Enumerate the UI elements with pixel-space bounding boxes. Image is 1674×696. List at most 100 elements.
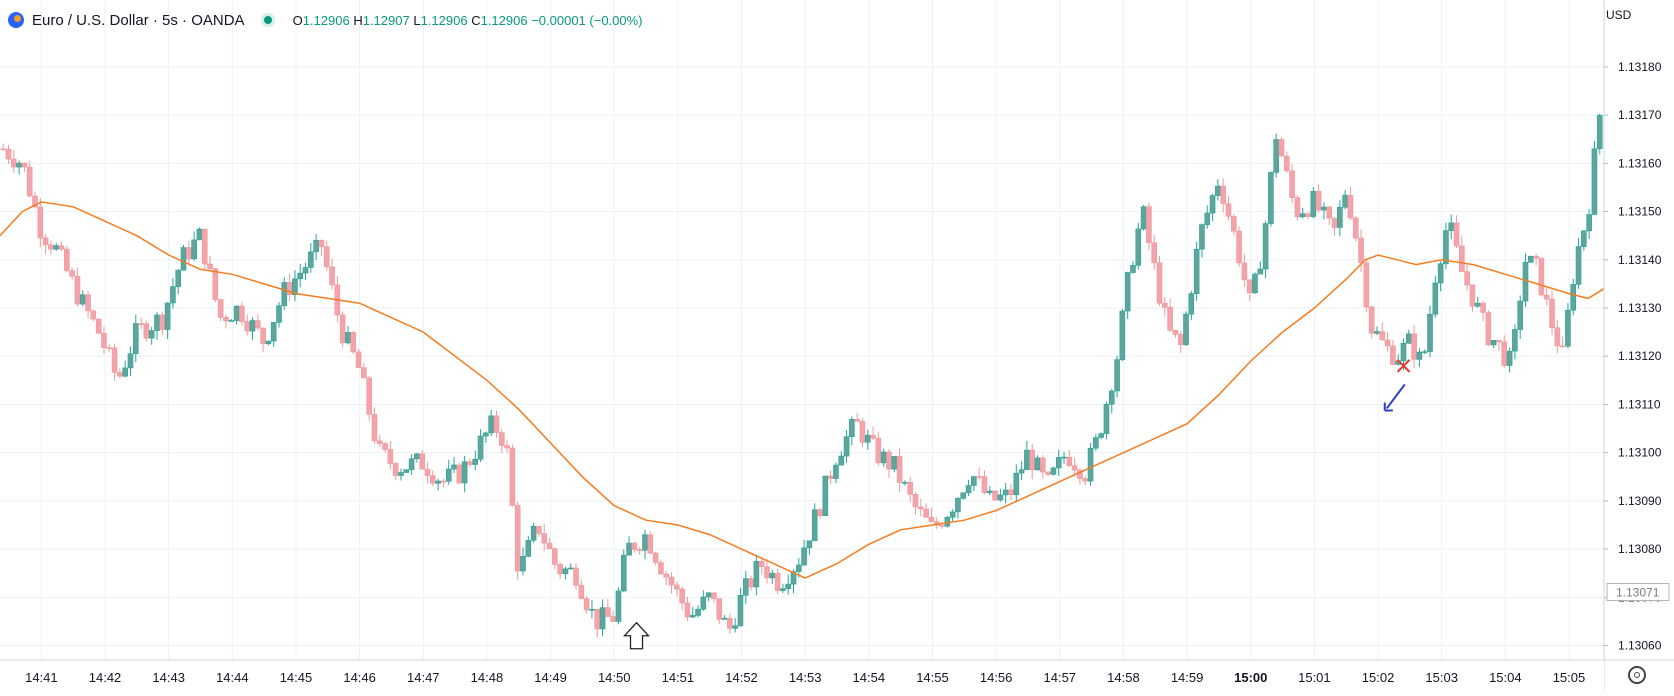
candle-body[interactable]	[1581, 230, 1587, 247]
candle-body[interactable]	[132, 323, 139, 355]
candle-body[interactable]	[864, 434, 871, 443]
candle-body[interactable]	[451, 464, 457, 470]
candle-body[interactable]	[583, 598, 590, 611]
candle-body[interactable]	[1538, 257, 1545, 296]
candle-body[interactable]	[1018, 469, 1025, 474]
candle-body[interactable]	[376, 440, 383, 444]
candle-body[interactable]	[1400, 343, 1407, 362]
candle-body[interactable]	[1034, 457, 1041, 471]
candle-body[interactable]	[912, 494, 919, 508]
candle-body[interactable]	[244, 321, 250, 332]
candle-body[interactable]	[42, 237, 49, 246]
candle-body[interactable]	[610, 616, 616, 622]
currency-button[interactable]: USD	[1606, 8, 1632, 22]
candle-body[interactable]	[849, 419, 855, 437]
candle-body[interactable]	[700, 596, 707, 610]
candle-body[interactable]	[514, 505, 521, 572]
candle-body[interactable]	[106, 347, 113, 349]
candle-body[interactable]	[74, 276, 81, 305]
candle-body[interactable]	[1474, 302, 1481, 307]
candle-body[interactable]	[1591, 148, 1598, 215]
candle-body[interactable]	[1124, 272, 1131, 312]
candle-body[interactable]	[292, 278, 298, 295]
candle-body[interactable]	[1528, 255, 1534, 263]
candle-body[interactable]	[1162, 302, 1168, 308]
candle-body[interactable]	[1273, 139, 1279, 173]
candle-body[interactable]	[1045, 471, 1051, 475]
candle-body[interactable]	[1596, 114, 1603, 150]
candle-body[interactable]	[928, 516, 935, 522]
candle-body[interactable]	[1448, 222, 1455, 231]
candle-body[interactable]	[1230, 216, 1237, 232]
candle-body[interactable]	[1549, 298, 1555, 329]
candle-body[interactable]	[509, 447, 516, 506]
candle-body[interactable]	[1268, 172, 1274, 224]
candle-body[interactable]	[270, 322, 277, 342]
candle-body[interactable]	[1347, 194, 1354, 219]
candle-body[interactable]	[175, 269, 182, 287]
candle-body[interactable]	[689, 615, 696, 618]
candle-body[interactable]	[626, 542, 632, 556]
candle-body[interactable]	[1342, 194, 1348, 208]
candle-body[interactable]	[1416, 351, 1423, 360]
candle-body[interactable]	[891, 455, 898, 470]
candle-body[interactable]	[843, 436, 850, 457]
candle-body[interactable]	[1225, 203, 1232, 217]
candle-body[interactable]	[716, 598, 723, 620]
candle-body[interactable]	[122, 367, 128, 377]
candle-body[interactable]	[308, 251, 314, 268]
candle-body[interactable]	[483, 432, 489, 437]
candle-body[interactable]	[748, 578, 754, 588]
cross-marker-icon[interactable]	[1396, 359, 1411, 373]
candle-body[interactable]	[1146, 206, 1152, 243]
candle-body[interactable]	[992, 490, 998, 501]
candle-body[interactable]	[217, 299, 224, 318]
candle-body[interactable]	[228, 320, 235, 322]
candle-body[interactable]	[170, 286, 176, 304]
candle-body[interactable]	[1337, 206, 1343, 228]
candle-body[interactable]	[859, 421, 866, 443]
candle-body[interactable]	[918, 506, 924, 510]
candle-body[interactable]	[1464, 271, 1470, 286]
candle-body[interactable]	[732, 625, 738, 629]
candle-body[interactable]	[1252, 273, 1258, 294]
candle-body[interactable]	[631, 542, 638, 550]
candle-body[interactable]	[191, 239, 197, 260]
candle-body[interactable]	[552, 548, 558, 565]
candle-body[interactable]	[1135, 228, 1142, 266]
candle-body[interactable]	[1167, 306, 1173, 331]
candle-body[interactable]	[0, 148, 6, 151]
candle-body[interactable]	[1437, 263, 1444, 284]
candle-body[interactable]	[955, 498, 961, 513]
candle-body[interactable]	[1172, 329, 1179, 335]
candle-body[interactable]	[1188, 293, 1195, 315]
candle-body[interactable]	[201, 228, 208, 265]
candle-body[interactable]	[1384, 339, 1391, 347]
candle-body[interactable]	[785, 583, 792, 590]
candle-body[interactable]	[530, 526, 537, 541]
candle-body[interactable]	[430, 475, 436, 484]
candle-body[interactable]	[620, 554, 627, 592]
candle-body[interactable]	[764, 566, 770, 579]
candle-body[interactable]	[69, 270, 75, 277]
candle-body[interactable]	[79, 294, 86, 305]
candle-body[interactable]	[1087, 447, 1094, 482]
candle-body[interactable]	[1352, 217, 1359, 239]
candle-body[interactable]	[207, 263, 213, 270]
candle-body[interactable]	[366, 377, 372, 415]
candle-body[interactable]	[578, 584, 585, 599]
candle-body[interactable]	[1183, 313, 1189, 345]
candle-body[interactable]	[1294, 197, 1301, 218]
candle-body[interactable]	[355, 351, 362, 368]
candle-body[interactable]	[557, 564, 563, 575]
candle-body[interactable]	[674, 584, 680, 590]
candle-body[interactable]	[1193, 248, 1200, 294]
candle-body[interactable]	[1103, 403, 1110, 434]
market-status-icon[interactable]	[260, 13, 275, 27]
candle-body[interactable]	[180, 247, 187, 271]
candle-body[interactable]	[1506, 350, 1513, 366]
candle-body[interactable]	[1570, 284, 1577, 311]
candle-body[interactable]	[318, 239, 325, 248]
candle-body[interactable]	[1040, 457, 1046, 473]
candle-body[interactable]	[1480, 302, 1486, 313]
